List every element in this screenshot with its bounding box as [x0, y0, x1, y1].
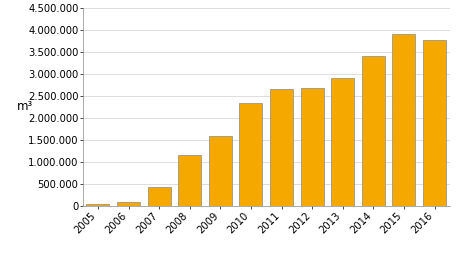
Bar	[148, 187, 171, 206]
Bar	[423, 40, 446, 206]
Y-axis label: m³: m³	[17, 100, 34, 114]
Bar	[86, 204, 109, 206]
Bar	[362, 56, 385, 206]
Bar	[117, 202, 140, 206]
Bar	[178, 155, 201, 206]
Bar	[301, 88, 324, 206]
Bar	[209, 135, 232, 206]
Bar	[392, 34, 415, 206]
Bar	[270, 89, 293, 206]
Bar	[240, 102, 263, 206]
Bar	[331, 78, 354, 206]
